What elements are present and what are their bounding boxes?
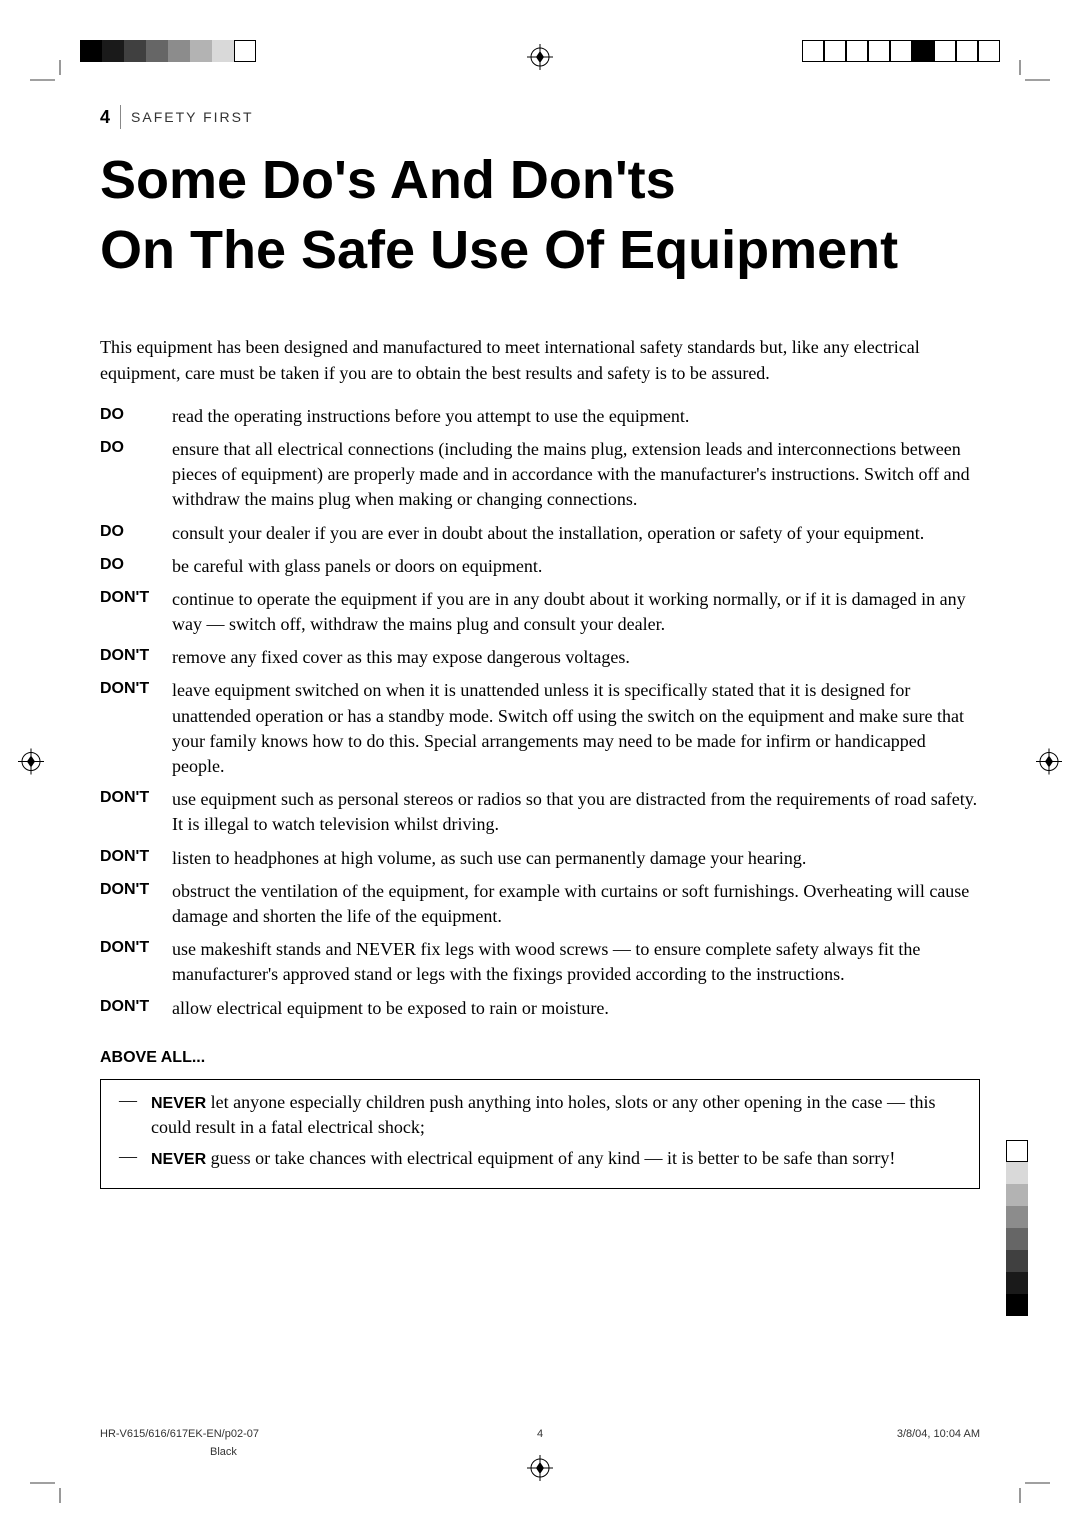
gradient-squares-left [80,40,256,62]
registration-mark-left [18,749,44,780]
item-label: DON'T [100,879,172,929]
item-label: DO [100,437,172,513]
crop-line-top-left [30,60,70,105]
item-label: DON'T [100,787,172,837]
list-item: DON'Tcontinue to operate the equipment i… [100,587,980,637]
item-text: use equipment such as personal stereos o… [172,787,980,837]
item-label: DON'T [100,846,172,871]
above-text: NEVER let anyone especially children pus… [151,1090,961,1141]
gradient-square [234,40,256,62]
crop-line-top-right [1010,60,1050,105]
list-item: DON'Tremove any fixed cover as this may … [100,645,980,670]
section-label: SAFETY FIRST [131,109,254,125]
list-item: DON'Tuse equipment such as personal ster… [100,787,980,837]
list-item: DOread the operating instructions before… [100,404,980,429]
gradient-square [1006,1228,1028,1250]
crop-line-bottom-left [30,1463,70,1508]
item-text: listen to headphones at high volume, as … [172,846,980,871]
gradient-square [934,40,956,62]
list-item: DON'Tuse makeshift stands and NEVER fix … [100,937,980,987]
list-item: DOensure that all electrical connections… [100,437,980,513]
never-label: NEVER [151,1095,206,1112]
never-label: NEVER [151,1151,206,1168]
item-label: DON'T [100,678,172,779]
item-text: read the operating instructions before y… [172,404,980,429]
footer-filename: HR-V615/616/617EK-EN/p02-07 [100,1428,259,1440]
item-text: use makeshift stands and NEVER fix legs … [172,937,980,987]
above-all-box: —NEVER let anyone especially children pu… [100,1079,980,1189]
list-item: DObe careful with glass panels or doors … [100,554,980,579]
list-item: DON'Tobstruct the ventilation of the equ… [100,879,980,929]
footer-page: 4 [537,1428,543,1440]
gradient-square [190,40,212,62]
page-header: 4 SAFETY FIRST [100,105,980,129]
page-number: 4 [100,107,110,128]
gradient-bar-right [1006,1140,1028,1316]
registration-mark-right [1036,749,1062,780]
gradient-square [1006,1162,1028,1184]
item-text: obstruct the ventilation of the equipmen… [172,879,980,929]
registration-mark-top [527,44,553,75]
page-title: Some Do's And Don'ts On The Safe Use Of … [100,145,980,285]
gradient-square [978,40,1000,62]
do-dont-list: DOread the operating instructions before… [100,404,980,1021]
gradient-square [956,40,978,62]
gradient-square [912,40,934,62]
above-all-item: —NEVER guess or take chances with electr… [119,1146,961,1171]
item-label: DON'T [100,645,172,670]
footer-timestamp: 3/8/04, 10:04 AM [897,1428,980,1440]
gradient-square [1006,1140,1028,1162]
gradient-square [1006,1294,1028,1316]
item-label: DON'T [100,587,172,637]
item-text: ensure that all electrical connections (… [172,437,980,513]
title-line-2: On The Safe Use Of Equipment [100,220,898,280]
list-item: DON'Tleave equipment switched on when it… [100,678,980,779]
item-text: be careful with glass panels or doors on… [172,554,980,579]
item-label: DON'T [100,937,172,987]
crop-marks-top [0,40,1080,70]
footer-color: Black [210,1446,237,1458]
header-divider [120,105,121,129]
list-item: DOconsult your dealer if you are ever in… [100,521,980,546]
gradient-square [846,40,868,62]
above-all-label: ABOVE ALL... [100,1049,980,1067]
gradient-square [1006,1206,1028,1228]
gradient-square [868,40,890,62]
gradient-square [80,40,102,62]
item-label: DO [100,404,172,429]
gradient-square [212,40,234,62]
item-label: DO [100,521,172,546]
item-text: continue to operate the equipment if you… [172,587,980,637]
page-content: 4 SAFETY FIRST Some Do's And Don'ts On T… [100,105,980,1189]
item-text: remove any fixed cover as this may expos… [172,645,980,670]
gradient-squares-right [802,40,1000,62]
item-label: DO [100,554,172,579]
dash: — [119,1146,151,1171]
gradient-square [1006,1272,1028,1294]
gradient-square [890,40,912,62]
title-line-1: Some Do's And Don'ts [100,150,676,210]
gradient-square [124,40,146,62]
item-text: allow electrical equipment to be exposed… [172,996,980,1021]
above-all-item: —NEVER let anyone especially children pu… [119,1090,961,1141]
gradient-square [1006,1184,1028,1206]
registration-mark-bottom [527,1455,553,1486]
item-text: leave equipment switched on when it is u… [172,678,980,779]
list-item: DON'Tallow electrical equipment to be ex… [100,996,980,1021]
gradient-square [168,40,190,62]
gradient-square [102,40,124,62]
crop-line-bottom-right [1010,1463,1050,1508]
gradient-square [802,40,824,62]
item-text: consult your dealer if you are ever in d… [172,521,980,546]
gradient-square [146,40,168,62]
dash: — [119,1090,151,1141]
above-text: NEVER guess or take chances with electri… [151,1146,961,1171]
gradient-square [1006,1250,1028,1272]
item-label: DON'T [100,996,172,1021]
intro-paragraph: This equipment has been designed and man… [100,335,980,385]
list-item: DON'Tlisten to headphones at high volume… [100,846,980,871]
gradient-square [824,40,846,62]
